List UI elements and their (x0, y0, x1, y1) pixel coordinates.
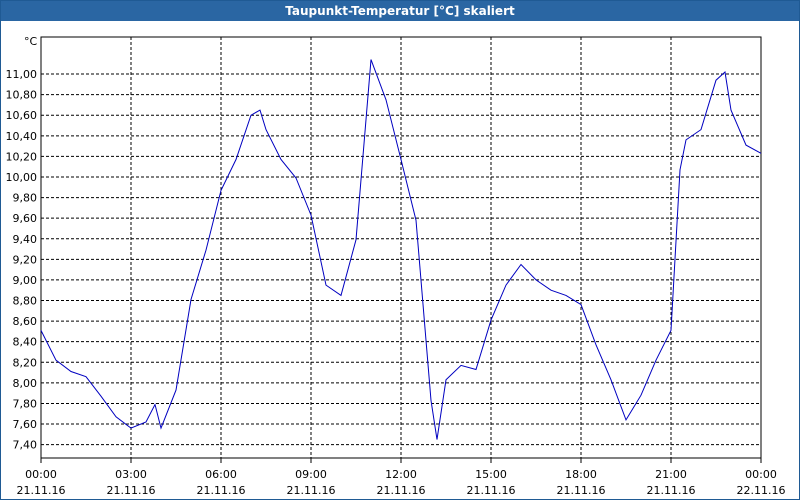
x-tick-date: 21.11.16 (467, 484, 516, 497)
x-tick-date: 22.11.16 (737, 484, 786, 497)
y-tick-label: 10,60 (6, 109, 38, 122)
x-tick-label: 00:00 (25, 468, 57, 481)
y-tick-label: 7,60 (13, 418, 38, 431)
y-unit: °C (24, 35, 38, 48)
y-tick-label: 9,80 (13, 192, 38, 205)
y-tick-label: 8,40 (13, 336, 38, 349)
y-tick-label: 7,40 (13, 439, 38, 452)
y-tick-label: 9,40 (13, 233, 38, 246)
x-tick-label: 06:00 (205, 468, 237, 481)
x-tick-label: 12:00 (385, 468, 417, 481)
y-tick-label: 10,20 (6, 150, 38, 163)
x-tick-date: 21.11.16 (17, 484, 66, 497)
y-tick-label: 9,00 (13, 274, 38, 287)
x-tick-date: 21.11.16 (197, 484, 246, 497)
y-tick-label: 11,00 (6, 68, 38, 81)
x-tick-date: 21.11.16 (377, 484, 426, 497)
y-tick-label: 8,60 (13, 315, 38, 328)
x-tick-date: 21.11.16 (557, 484, 606, 497)
x-tick-label: 09:00 (295, 468, 327, 481)
y-tick-label: 10,80 (6, 89, 38, 102)
y-tick-label: 8,00 (13, 377, 38, 390)
x-tick-label: 21:00 (655, 468, 687, 481)
y-tick-label: 10,40 (6, 130, 38, 143)
x-tick-date: 21.11.16 (287, 484, 336, 497)
y-tick-label: 7,80 (13, 397, 38, 410)
y-tick-label: 8,80 (13, 295, 38, 308)
y-tick-label: 8,20 (13, 356, 38, 369)
y-tick-label: 10,00 (6, 171, 38, 184)
y-tick-label: 9,60 (13, 212, 38, 225)
x-tick-label: 03:00 (115, 468, 147, 481)
title-bar: Taupunkt-Temperatur [°C] skaliert (1, 1, 799, 21)
x-tick-label: 00:00 (745, 468, 777, 481)
x-tick-date: 21.11.16 (107, 484, 156, 497)
x-tick-label: 18:00 (565, 468, 597, 481)
x-tick-label: 15:00 (475, 468, 507, 481)
x-tick-date: 21.11.16 (647, 484, 696, 497)
y-tick-label: 9,20 (13, 253, 38, 266)
data-line (40, 59, 762, 440)
